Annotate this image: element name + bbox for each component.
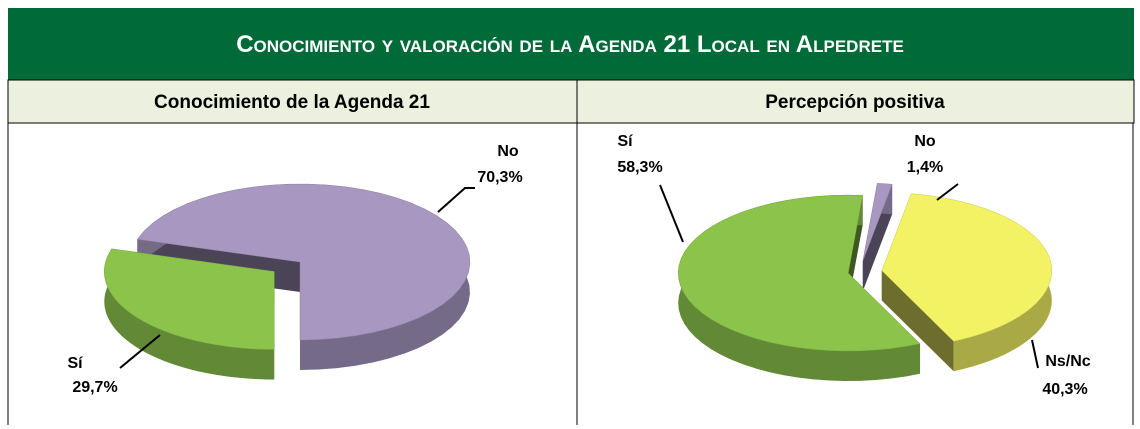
header-row [7,79,1135,124]
chart-title: Conocimiento de la Agenda 21 [154,92,430,113]
slice-side [881,270,954,372]
data-label-name: Ns/Nc [1045,353,1090,370]
slice [862,183,893,262]
data-label-name: Sí [67,355,83,372]
slice [881,193,1053,342]
slice [677,194,921,352]
title: Conocimiento y valoración de la Agenda 2… [236,31,904,58]
slice [104,248,275,350]
leader-line [659,184,684,243]
data-label-name: No [914,133,936,150]
data-label-value: 29,7% [72,379,117,396]
data-label-value: 70,3% [477,169,522,186]
data-label-value: 58,3% [617,159,662,176]
data-label-value: 1,4% [907,159,943,176]
leader-line [1031,339,1039,369]
leader-line [936,183,959,201]
slice [136,183,471,341]
chart-title: Percepción positiva [765,92,945,113]
leader-line [119,334,161,369]
data-label-name: No [497,143,519,160]
data-label-value: 40,3% [1042,381,1087,398]
title-bar [8,8,1134,80]
data-label-name: Sí [617,133,633,150]
leader-line [437,187,475,213]
